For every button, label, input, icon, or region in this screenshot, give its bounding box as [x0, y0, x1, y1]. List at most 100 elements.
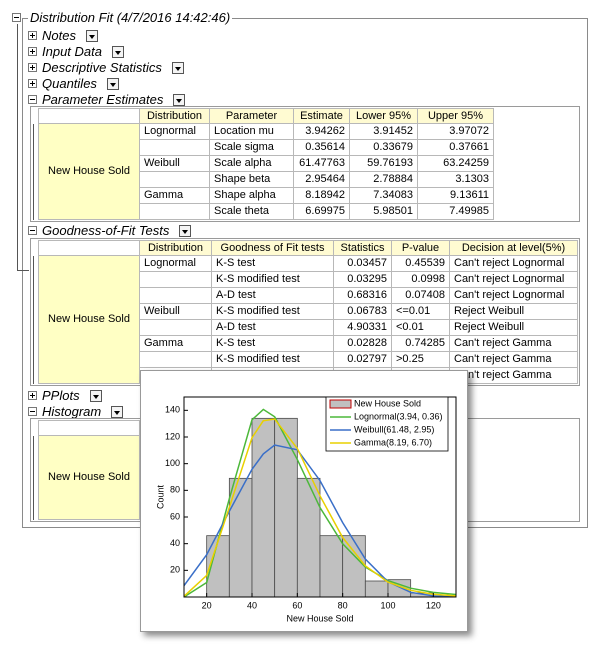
x-axis-label: New House Sold	[286, 613, 353, 623]
table-cell: 59.76193	[350, 156, 418, 172]
expand-toggle[interactable]	[28, 226, 37, 235]
table-cell: 0.03457	[334, 256, 392, 272]
table-cell: 61.47763	[294, 156, 350, 172]
section-dropdown[interactable]	[107, 78, 119, 90]
table-cell: 0.68316	[334, 288, 392, 304]
column-header: Parameter	[210, 108, 294, 124]
plot-frame	[183, 396, 457, 598]
section-label: Parameter Estimates	[42, 92, 164, 107]
fit-curve	[184, 418, 456, 597]
section-label: Histogram	[42, 404, 102, 419]
section-dropdown[interactable]	[172, 62, 184, 74]
expand-toggle[interactable]	[28, 47, 37, 56]
distribution-cell: Gamma	[140, 336, 212, 352]
table-cell: 3.1303	[418, 172, 494, 188]
table-frame	[30, 106, 580, 222]
table-cell: 0.02828	[334, 336, 392, 352]
row-label: New House Sold	[38, 256, 140, 384]
y-tick-label: 60	[170, 511, 180, 521]
legend-label: Gamma(8.19, 6.70)	[354, 437, 432, 447]
tree-line	[33, 436, 34, 520]
section-label: Input Data	[42, 44, 102, 59]
section-dropdown[interactable]	[112, 46, 124, 58]
table-cell: Reject Weibull	[450, 320, 578, 336]
distribution-cell	[140, 172, 210, 188]
section-dropdown[interactable]	[86, 30, 98, 42]
table-cell: K-S test	[212, 336, 334, 352]
header-cell	[38, 240, 140, 256]
column-header: Upper 95%	[418, 108, 494, 124]
section-dropdown[interactable]	[173, 94, 185, 106]
y-tick-label: 20	[170, 565, 180, 575]
column-header: Distribution	[140, 240, 212, 256]
legend-label: Lognormal(3.94, 0.36)	[354, 411, 443, 421]
section-label: Quantiles	[42, 76, 97, 91]
expand-toggle[interactable]	[28, 95, 37, 104]
table-cell: 0.0998	[392, 272, 450, 288]
x-tick-label: 120	[426, 600, 441, 610]
section-dropdown[interactable]	[179, 225, 191, 237]
distribution-cell: Lognormal	[140, 256, 212, 272]
table-cell: 0.03295	[334, 272, 392, 288]
distribution-cell: Gamma	[140, 188, 210, 204]
expand-toggle[interactable]	[28, 407, 37, 416]
table-cell: Shape beta	[210, 172, 294, 188]
x-tick-label: 40	[247, 600, 257, 610]
expand-toggle[interactable]	[28, 31, 37, 40]
expand-toggle[interactable]	[28, 63, 37, 72]
y-tick-label: 80	[170, 485, 180, 495]
table-cell: 3.97072	[418, 124, 494, 140]
section-label: Descriptive Statistics	[42, 60, 162, 75]
tree-line	[17, 24, 18, 270]
distribution-cell	[140, 352, 212, 368]
row-label: New House Sold	[38, 124, 140, 220]
x-tick-label: 80	[338, 600, 348, 610]
fit-curve	[184, 444, 456, 597]
table-cell: 5.98501	[350, 204, 418, 220]
histogram-bar	[296, 477, 321, 598]
x-tick-label: 20	[202, 600, 212, 610]
section-label: Notes	[42, 28, 76, 43]
y-tick-label: 100	[165, 458, 180, 468]
distribution-cell: Weibull	[140, 156, 210, 172]
section-dropdown[interactable]	[111, 406, 123, 418]
table-cell: Scale alpha	[210, 156, 294, 172]
table-cell: 0.07408	[392, 288, 450, 304]
distribution-cell	[140, 288, 212, 304]
histogram-bar	[364, 580, 389, 598]
table-cell: 6.69975	[294, 204, 350, 220]
table-cell: Shape alpha	[210, 188, 294, 204]
tree-line	[17, 270, 29, 271]
header-cell	[38, 108, 140, 124]
distribution-cell	[140, 204, 210, 220]
table-cell: 4.90331	[334, 320, 392, 336]
fit-curve	[184, 408, 456, 597]
table-cell: 0.45539	[392, 256, 450, 272]
table-cell: K-S modified test	[212, 304, 334, 320]
column-header: Distribution	[140, 108, 210, 124]
distribution-cell: Lognormal	[140, 124, 210, 140]
tree-line	[33, 124, 34, 220]
expand-toggle[interactable]	[28, 79, 37, 88]
section-dropdown[interactable]	[90, 390, 102, 402]
table-cell: 7.34083	[350, 188, 418, 204]
collapse-toggle[interactable]	[12, 13, 21, 22]
y-axis-label: Count	[155, 485, 165, 510]
column-header: Estimate	[294, 108, 350, 124]
table-cell: Location mu	[210, 124, 294, 140]
table-cell: Scale theta	[210, 204, 294, 220]
table-cell: 0.33679	[350, 140, 418, 156]
table-cell: Can't reject Gamma	[450, 368, 578, 384]
table-cell: A-D test	[212, 288, 334, 304]
table-cell: 0.02797	[334, 352, 392, 368]
column-header: Goodness of Fit tests	[212, 240, 334, 256]
table-cell: 0.06783	[334, 304, 392, 320]
tree-line	[33, 256, 34, 384]
expand-toggle[interactable]	[28, 391, 37, 400]
x-tick-label: 60	[292, 600, 302, 610]
table-cell: Can't reject Gamma	[450, 352, 578, 368]
table-cell: A-D test	[212, 320, 334, 336]
column-header: Lower 95%	[350, 108, 418, 124]
table-cell: K-S modified test	[212, 272, 334, 288]
